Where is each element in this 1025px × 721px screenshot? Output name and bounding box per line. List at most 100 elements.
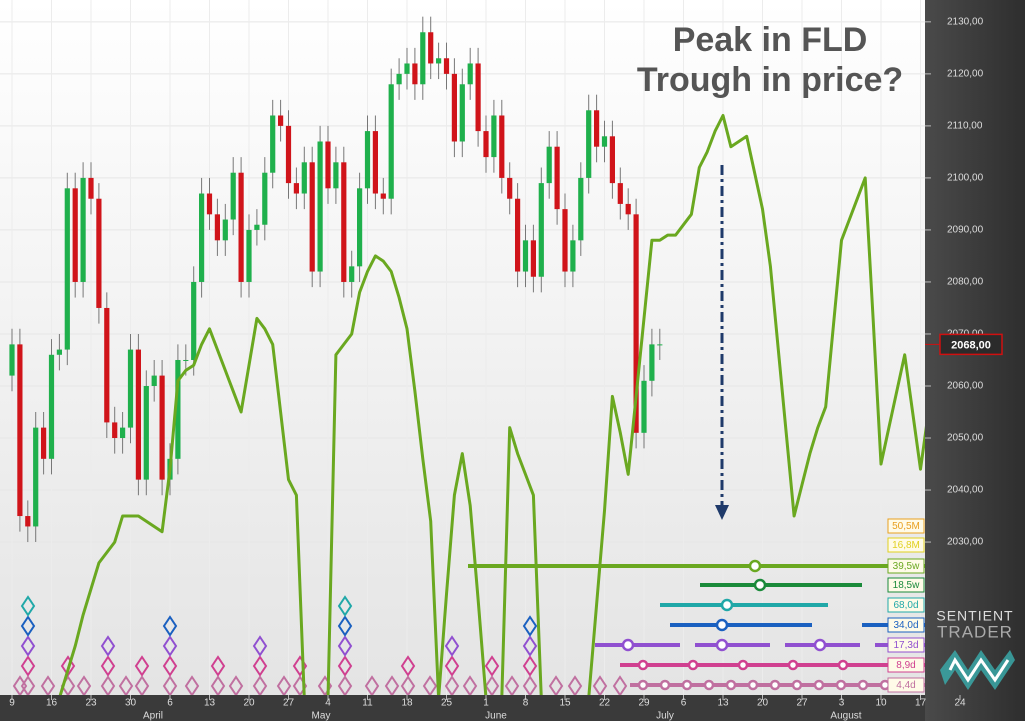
x-tick-label: 20 bbox=[757, 698, 769, 709]
y-tick-label: 2090,00 bbox=[947, 225, 984, 236]
candle-body bbox=[594, 110, 600, 147]
candle-body bbox=[451, 73, 457, 142]
cycle-diamond bbox=[76, 675, 92, 695]
cycle-dot bbox=[769, 679, 781, 691]
cycle-diamond bbox=[162, 675, 178, 695]
price-axis bbox=[925, 0, 1025, 721]
candle-body bbox=[546, 146, 552, 184]
cycle-diamond bbox=[337, 675, 353, 695]
x-tick-label: 23 bbox=[85, 698, 97, 709]
candle-body bbox=[64, 188, 70, 350]
cycle-diamond bbox=[484, 655, 500, 677]
cycle-dot bbox=[687, 659, 699, 671]
candle-body bbox=[80, 177, 86, 282]
cycle-label-box bbox=[887, 577, 925, 593]
x-tick-label: 10 bbox=[875, 698, 887, 709]
x-tick-label: 30 bbox=[125, 698, 137, 709]
cycle-label-box bbox=[887, 617, 925, 633]
candle-body bbox=[483, 131, 489, 158]
cycle-diamond bbox=[134, 655, 150, 677]
x-tick-label: 17 bbox=[915, 698, 927, 709]
y-tick-label: 2120,00 bbox=[947, 69, 984, 80]
cycle-diamond bbox=[252, 675, 268, 695]
cycle-dot bbox=[725, 679, 737, 691]
cycle-dot bbox=[787, 659, 799, 671]
month-label: April bbox=[143, 711, 163, 721]
annotation: Peak in FLD bbox=[673, 21, 868, 59]
candle-body bbox=[562, 209, 568, 272]
candle-body bbox=[33, 427, 39, 527]
cycle-label: 4,4d bbox=[896, 680, 915, 691]
candle-body bbox=[341, 162, 347, 282]
cycle-diamond bbox=[276, 675, 292, 695]
candle-body bbox=[238, 172, 244, 282]
cycle-dot bbox=[637, 679, 649, 691]
candle-body bbox=[538, 183, 544, 277]
candle-body bbox=[641, 380, 647, 433]
candle-body bbox=[491, 115, 497, 158]
cycle-diamond bbox=[252, 655, 268, 677]
cycle-dot bbox=[748, 559, 762, 573]
candle-body bbox=[104, 307, 110, 423]
candle-body bbox=[120, 427, 126, 439]
candle-body bbox=[349, 266, 355, 282]
cycle-diamond bbox=[162, 635, 178, 657]
cycle-dot bbox=[813, 638, 827, 652]
candle-body bbox=[507, 177, 513, 199]
cycle-diamond bbox=[210, 655, 226, 677]
cycle-label-box bbox=[887, 637, 925, 653]
candle-body bbox=[135, 349, 141, 480]
x-tick-label: 9 bbox=[9, 698, 15, 709]
logo-mark bbox=[948, 656, 1010, 683]
cycle-label-box bbox=[887, 677, 925, 693]
cycle-diamond bbox=[337, 635, 353, 657]
cycle-dot bbox=[681, 679, 693, 691]
candle-body bbox=[206, 193, 213, 215]
candle-body bbox=[380, 193, 386, 199]
cycle-label-box bbox=[887, 558, 925, 574]
candle-body bbox=[357, 188, 363, 267]
cycle-diamond bbox=[210, 675, 226, 695]
candle-body bbox=[467, 63, 473, 85]
month-label: May bbox=[312, 711, 331, 721]
x-tick-label: 13 bbox=[717, 698, 729, 709]
candle-body bbox=[364, 131, 371, 189]
x-tick-label: 4 bbox=[325, 698, 331, 709]
candle-body bbox=[143, 385, 149, 480]
candle-body bbox=[325, 141, 331, 189]
cycle-diamond bbox=[252, 635, 268, 657]
cycle-diamond bbox=[567, 675, 583, 695]
x-tick-label: 16 bbox=[46, 698, 58, 709]
logo-text: TRADER bbox=[937, 622, 1013, 641]
cycle-label: 68,0d bbox=[893, 600, 918, 611]
cycle-diamond bbox=[337, 655, 353, 677]
candle-body bbox=[522, 240, 529, 272]
candle-body bbox=[601, 136, 608, 147]
cycle-diamond bbox=[364, 675, 380, 695]
candle-body bbox=[222, 219, 228, 241]
cycle-dot bbox=[715, 638, 729, 652]
fld-line bbox=[58, 114, 925, 695]
candle-body bbox=[475, 63, 481, 132]
x-tick-label: 27 bbox=[796, 698, 808, 709]
cycle-label-box bbox=[887, 657, 925, 673]
candle-body bbox=[96, 198, 102, 308]
y-tick-label: 2080,00 bbox=[947, 277, 984, 288]
cycle-dot bbox=[753, 578, 767, 592]
y-tick-label: 2130,00 bbox=[947, 16, 984, 27]
cycle-diamond bbox=[444, 635, 460, 657]
candle-body bbox=[199, 193, 205, 282]
cycle-dot bbox=[715, 618, 729, 632]
candle-body bbox=[278, 115, 284, 126]
candle-body bbox=[609, 136, 615, 184]
candle-body bbox=[570, 240, 576, 272]
cycle-label: 34,0d bbox=[893, 620, 918, 631]
cycle-diamond bbox=[100, 675, 116, 695]
cycle-diamond bbox=[184, 675, 200, 695]
x-tick-label: 8 bbox=[523, 698, 529, 709]
cycle-diamond bbox=[592, 675, 608, 695]
candle-body bbox=[175, 359, 181, 459]
cycle-diamond bbox=[522, 615, 538, 637]
x-tick-label: 6 bbox=[167, 698, 173, 709]
cycle-dot bbox=[837, 659, 849, 671]
